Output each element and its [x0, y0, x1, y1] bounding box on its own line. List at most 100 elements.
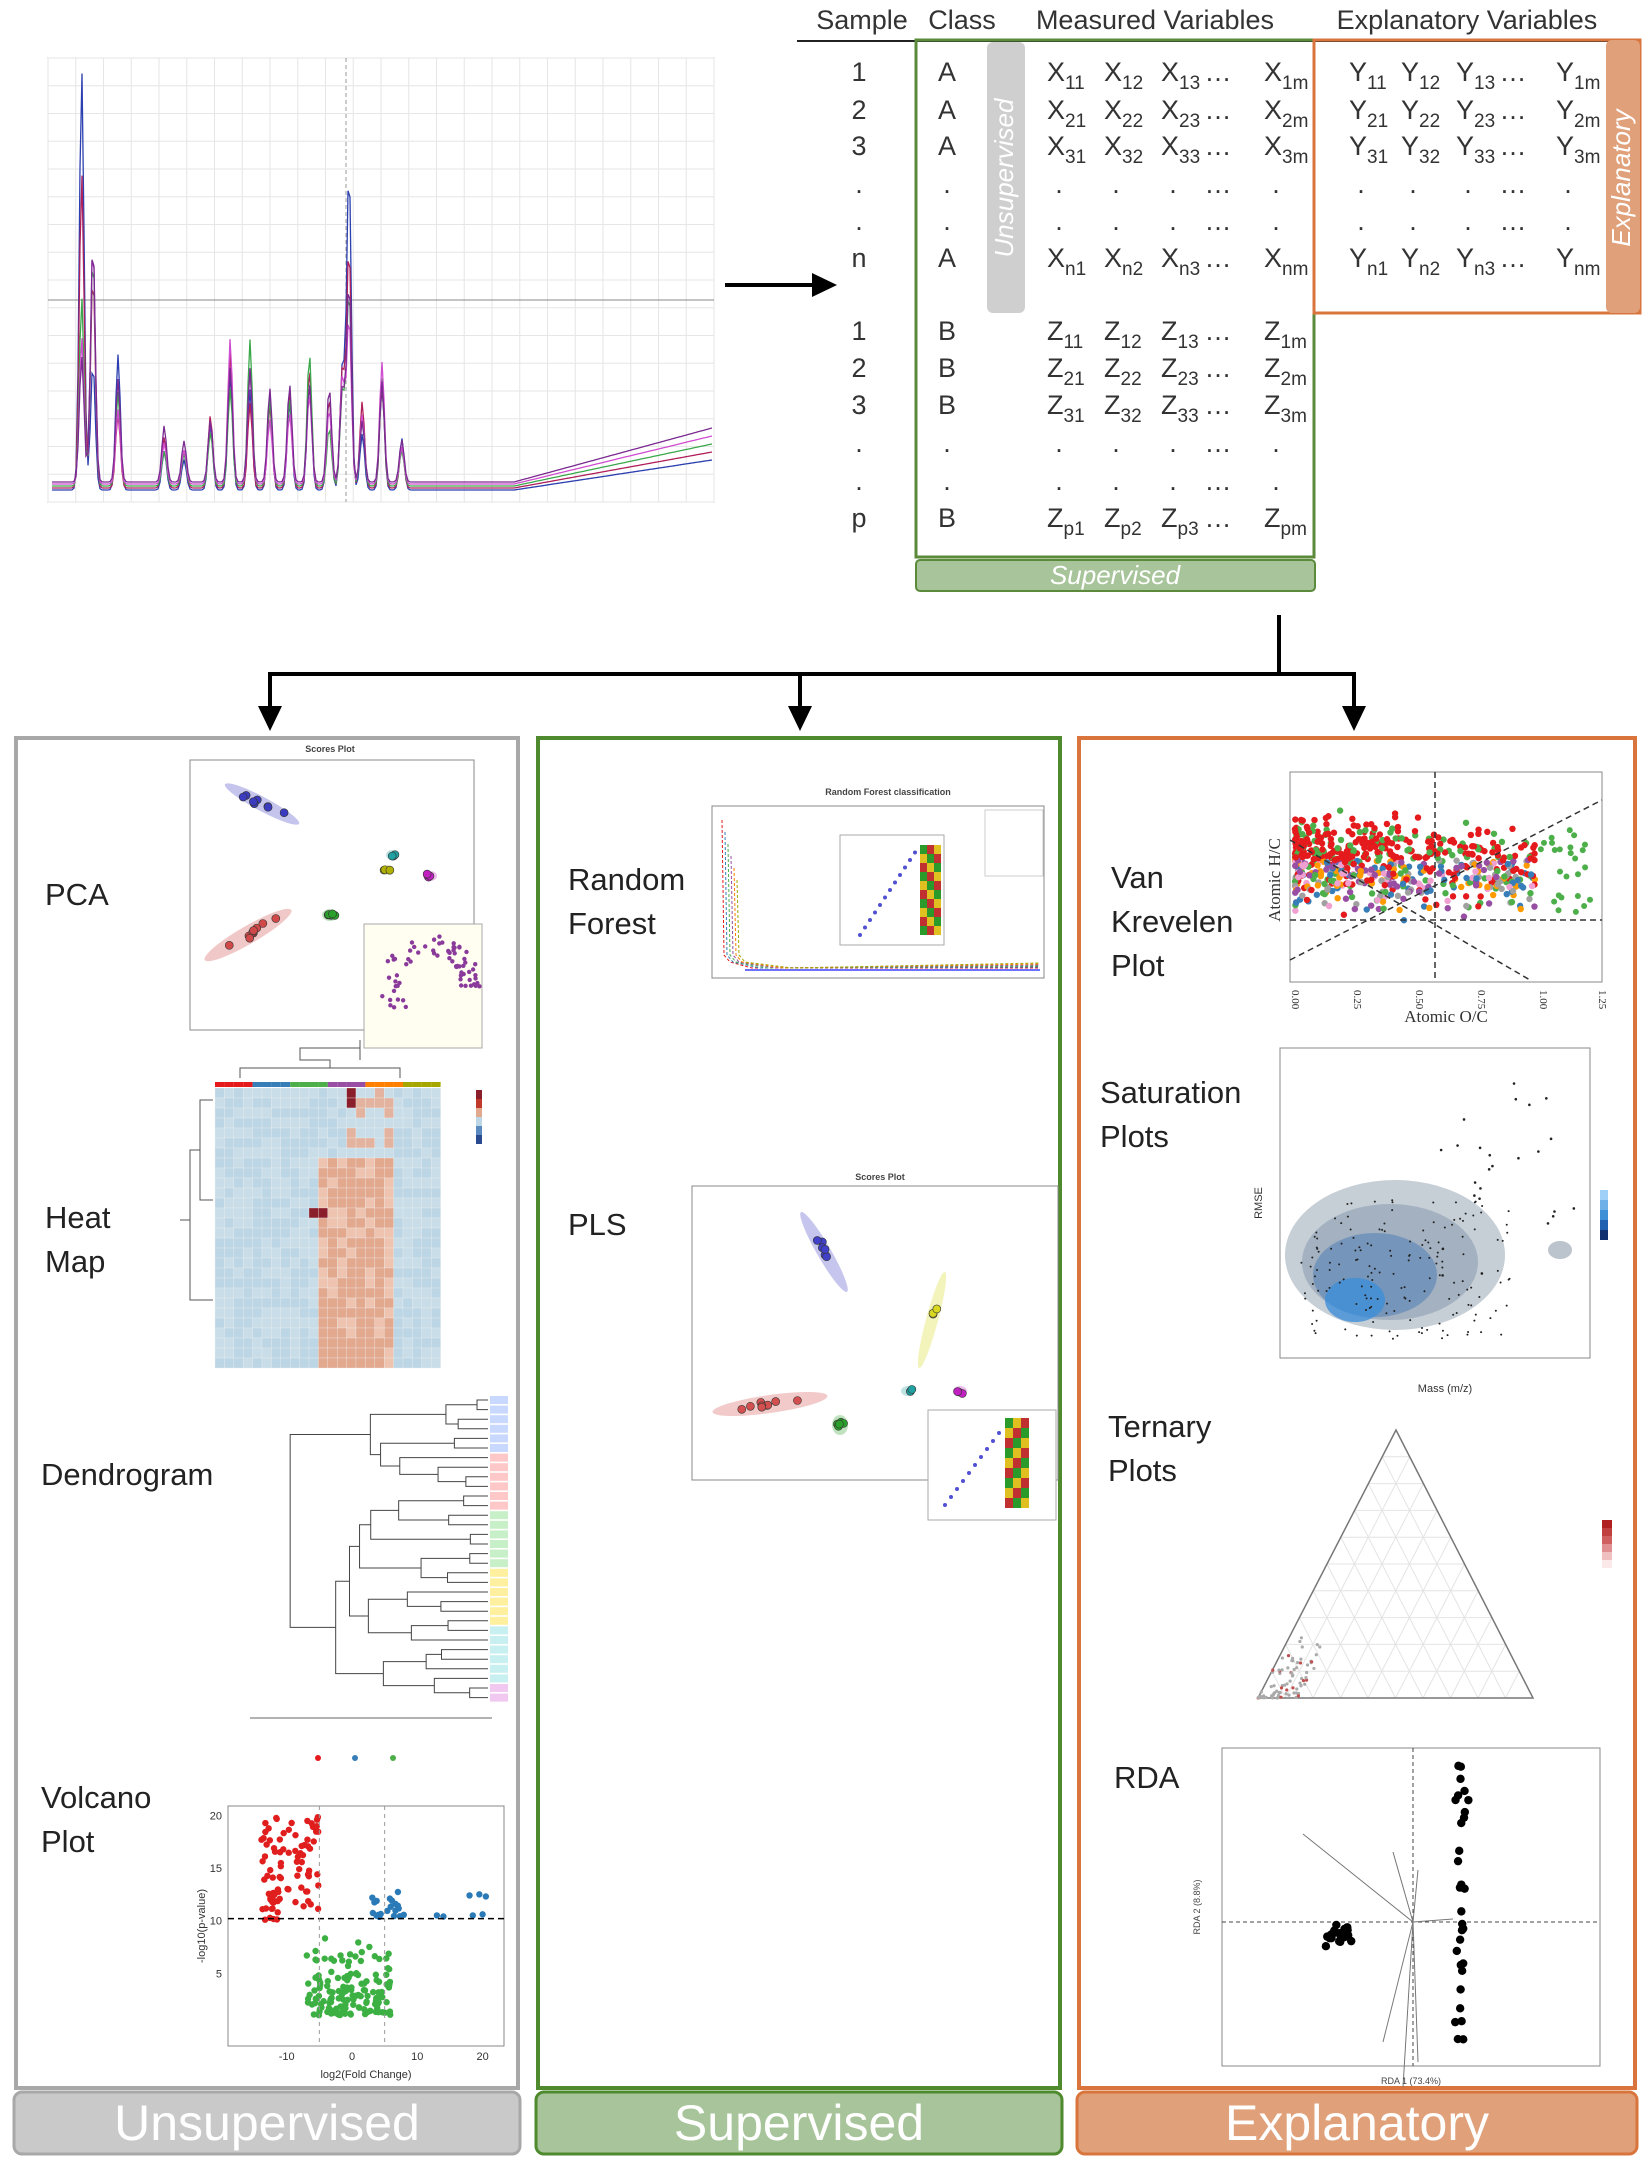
heat-cell [233, 1227, 244, 1239]
vk-point [1383, 820, 1391, 828]
saturation-point [1453, 1218, 1456, 1221]
table-cell: Z12 [1104, 316, 1142, 353]
volcano-point [292, 1847, 299, 1855]
cell-subscript: n2 [1419, 259, 1440, 280]
vk-point [1345, 880, 1352, 887]
heat-cell [271, 1247, 281, 1259]
vk-point [1441, 849, 1449, 856]
vk-point [1567, 850, 1574, 857]
vk-point [1517, 882, 1525, 890]
heat-cell [431, 1187, 441, 1199]
ternary-grid [1450, 1617, 1493, 1699]
ternary-point [1284, 1692, 1288, 1696]
vk-point [1292, 816, 1299, 823]
cell-subscript: p2 [1121, 519, 1142, 540]
heat-cell [421, 1267, 432, 1279]
method-label: Krevelen [1111, 904, 1233, 939]
sample-id: . [855, 466, 863, 496]
heat-cell [412, 1247, 422, 1259]
saturation-point [1470, 1304, 1473, 1307]
heat-cell [243, 1177, 253, 1189]
heat-cell [261, 1187, 272, 1199]
saturation-point [1427, 1241, 1430, 1244]
vk-point [1526, 895, 1533, 903]
cell-letter: Y [1349, 95, 1367, 125]
heat-cell [233, 1357, 244, 1369]
saturation-point [1473, 1201, 1476, 1204]
heat-cell [393, 1127, 404, 1139]
volcano-point [261, 1876, 268, 1883]
cell-subscript: 3m [1282, 147, 1308, 168]
heat-cell [318, 1187, 328, 1199]
vk-point [1342, 895, 1350, 902]
volcano-point [342, 2004, 349, 2012]
heat-cell [393, 1157, 404, 1169]
heat-cell [393, 1297, 404, 1309]
saturation-point [1304, 1297, 1307, 1300]
sample-id: . [855, 428, 863, 458]
dendro-leaf [490, 1616, 508, 1625]
heat-cell [271, 1317, 281, 1329]
heat-cell [421, 1227, 432, 1239]
heat-group [271, 1082, 281, 1087]
rda-site [1321, 1942, 1331, 1951]
heat-cell [402, 1307, 413, 1319]
table-cell: Y21 [1349, 95, 1388, 132]
vip-cell [1013, 1458, 1021, 1468]
vk-point [1494, 881, 1502, 888]
table-cell: . [1464, 206, 1472, 236]
heat-cell [299, 1167, 310, 1179]
volcano-point [265, 1825, 272, 1832]
saturation-point [1334, 1217, 1337, 1220]
ternary-grid [1340, 1510, 1438, 1699]
heat-cell [355, 1207, 366, 1219]
method-label: Volcano [41, 1780, 151, 1815]
saturation-point [1421, 1327, 1424, 1330]
heat-cell [431, 1137, 441, 1149]
saturation-point [1311, 1256, 1314, 1259]
vk-point [1428, 843, 1435, 850]
volcano-point [300, 1903, 307, 1910]
cell-letter: X [1161, 243, 1179, 273]
table-cell: . [1112, 466, 1120, 496]
heat-cell [393, 1187, 404, 1199]
vk-point [1349, 831, 1356, 838]
vk-point [1379, 898, 1387, 905]
vk-point [1378, 877, 1385, 884]
saturation-point [1436, 1255, 1439, 1258]
table-cell: . [1464, 169, 1472, 199]
saturation-point [1391, 1201, 1394, 1204]
heat-group [215, 1082, 225, 1087]
saturation-point [1358, 1246, 1361, 1249]
heat-cell [290, 1177, 300, 1189]
density-contour [1325, 1278, 1385, 1322]
class-label: . [943, 466, 951, 496]
saturation-point [1438, 1274, 1441, 1277]
saturation-point [1392, 1272, 1395, 1275]
table-cell: X2m [1264, 95, 1308, 132]
vk-point [1376, 831, 1384, 838]
vk-point [1398, 859, 1405, 866]
heat-cell [384, 1117, 394, 1129]
dendro-leaf [490, 1511, 508, 1520]
saturation-point [1551, 1215, 1555, 1218]
heat-cell [243, 1097, 253, 1109]
heat-cell [299, 1207, 310, 1219]
dendro-branch [382, 1661, 435, 1687]
heat-cell [233, 1257, 244, 1269]
table-cell: … [1500, 95, 1527, 125]
saturation-point [1355, 1334, 1358, 1337]
heat-cell [393, 1307, 404, 1319]
heat-cell [421, 1207, 432, 1219]
vk-point [1527, 871, 1535, 878]
heat-cell [431, 1197, 441, 1209]
heat-cell [346, 1337, 357, 1349]
heat-cell [290, 1167, 300, 1179]
dendro-branch [369, 1413, 446, 1456]
vk-point [1457, 847, 1464, 855]
column-header: Class [928, 5, 996, 35]
heat-cell [233, 1157, 244, 1169]
cell-subscript: 32 [1419, 147, 1440, 168]
volcano-point [369, 1988, 377, 1996]
heat-cell [327, 1187, 338, 1199]
